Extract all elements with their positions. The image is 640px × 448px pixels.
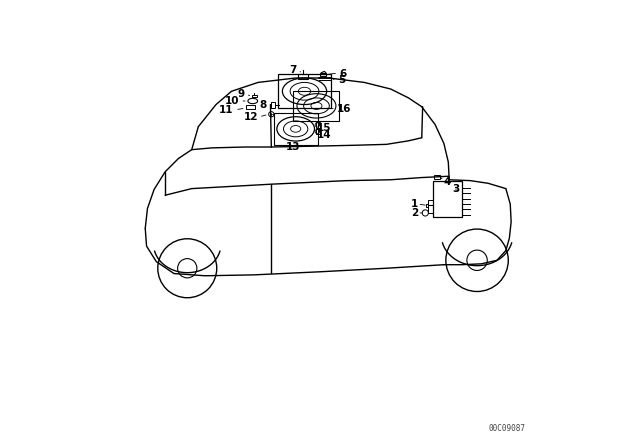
Text: 00C09087: 00C09087 — [489, 424, 525, 433]
Text: 11: 11 — [220, 105, 234, 115]
Text: 7: 7 — [290, 65, 297, 75]
Text: 16: 16 — [337, 104, 351, 114]
Text: 6: 6 — [339, 69, 346, 78]
Text: 13: 13 — [285, 142, 300, 151]
Text: 14: 14 — [316, 129, 331, 140]
Text: 4: 4 — [444, 177, 451, 187]
Text: 15: 15 — [316, 123, 331, 133]
Text: 3: 3 — [452, 185, 460, 194]
Text: 2: 2 — [411, 208, 418, 218]
Text: 10: 10 — [225, 96, 239, 106]
Text: 9: 9 — [237, 89, 244, 99]
Text: 5: 5 — [338, 75, 345, 85]
Text: 1: 1 — [411, 199, 418, 209]
Text: 8: 8 — [260, 100, 267, 110]
Text: 12: 12 — [244, 112, 258, 122]
